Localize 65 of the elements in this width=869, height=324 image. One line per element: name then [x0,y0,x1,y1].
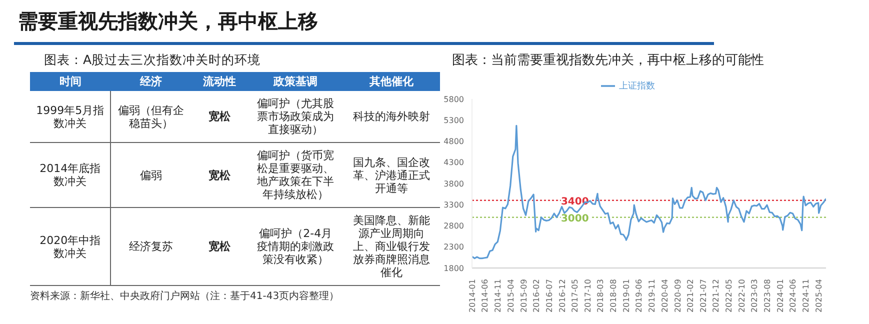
x-tick-label: 2024-06 [788,279,798,312]
category-label: 经济 [110,72,191,91]
x-tick-label: 2014-11 [494,279,503,312]
text: 宽松 [208,168,231,182]
category-label: 时间 [30,72,111,91]
x-tick-label: 2018-08 [609,279,618,312]
x-tick-label: 2016-02 [532,279,542,312]
x-tick-label: 2014-01 [468,279,477,312]
x-tick-label: 2015-04 [506,279,516,312]
y-tick-label: 1800 [444,264,464,273]
text: 1999年5月指数冲关 [36,104,104,130]
x-tick-label: 2014-06 [480,279,490,312]
line-series [472,124,826,260]
x-tick-label: 2017-05 [570,279,580,312]
x-tick-label: 2020-04 [660,279,670,312]
y-tick-label: 3300 [444,200,464,210]
x-tick-label: 2017-10 [583,279,592,312]
x-tick-label: 2023-03 [750,279,760,312]
x-tick-label: 2025-04 [814,279,824,312]
x-tick-label: 2019-01 [622,279,631,312]
category-label: 政策基调 [248,72,344,91]
x-tick-label: 2018-03 [596,279,606,312]
y-tick-label: 3800 [444,179,464,188]
text: 偏呵护（货币宽松是重要驱动、地产政策在下半年持续放松） [257,149,334,201]
x-tick-label: 2022-05 [724,279,734,312]
text: 偏呵护（尤其股票市场政策成为直接驱动） [257,97,334,136]
x-tick-label: 2023-08 [762,279,772,312]
y-tick-label: 2300 [444,242,464,252]
x-tick-label: 2021-12 [712,279,721,312]
legend-label: 上证指数 [619,81,655,92]
text: 资料来源：新华社、中央政府门户网站（注：基于41-43页内容整理） [30,290,340,303]
text: 国九条、国企改革、沪港通正式开通等 [353,156,430,194]
category-label: 其他催化 [343,72,440,91]
x-tick-label: 2020-09 [673,279,682,312]
text: 宽松 [208,240,231,253]
category-label: 流动性 [190,72,248,91]
y-tick-label: 5800 [444,94,464,104]
x-tick-label: 2024-01 [776,279,785,312]
x-tick-label: 2016-12 [558,279,567,312]
ref-line-label: 3000 [560,213,589,224]
text: 偏呵护（2-4月疫情期的刺激政策没有收紧） [257,227,334,266]
y-tick-label: 5300 [444,116,464,125]
y-tick-label: 4800 [444,137,464,146]
text: 2014年底指数冲关 [40,162,101,188]
text: 科技的海外映射 [353,110,430,123]
text: 美国降息、新能源产业周期向上、商业银行发放券商牌照消息催化 [353,214,430,279]
text: 需要重视先指数冲关，再中枢上移 [18,8,318,35]
x-tick-label: 2024-11 [802,279,811,312]
text: 偏弱（但有企稳苗头） [118,104,184,130]
text: 偏弱 [140,168,162,182]
text: 图表：A股过去三次指数冲关时的环境 [44,52,262,69]
y-tick-label: 2800 [444,222,464,231]
text: 宽松 [208,110,231,123]
text: 经济复苏 [129,240,174,253]
x-tick-label: 2021-07 [698,279,708,312]
x-tick-label: 2015-09 [519,279,528,312]
text: 2020年中指数冲关 [40,234,101,260]
x-tick-label: 2019-11 [648,279,657,312]
chart-title: 图表：当前需要重视指数先冲关，再中枢上移的可能性 [452,52,764,69]
x-tick-label: 2022-10 [737,279,746,312]
x-tick-label: 2019-06 [634,279,644,312]
y-tick-label: 4300 [444,158,464,168]
ref-line-label: 3400 [560,196,589,208]
x-tick-label: 2021-02 [686,279,696,312]
x-tick-label: 2016-07 [544,279,554,312]
